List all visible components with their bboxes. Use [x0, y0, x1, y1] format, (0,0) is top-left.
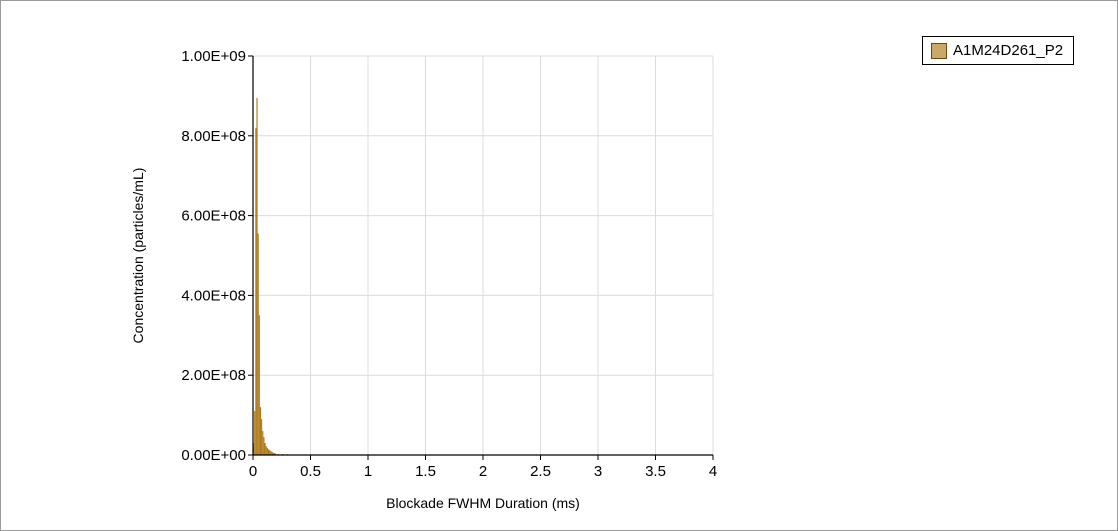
y-tick-label: 0.00E+00: [181, 447, 246, 464]
histogram-bar: [274, 453, 276, 455]
x-tick-labels: 0 0.5 1 1.5 2 2.5 3 3.5 4: [249, 463, 717, 480]
legend-swatch: [931, 42, 947, 59]
x-tick-label: 1: [364, 463, 372, 480]
histogram-bar: [261, 419, 263, 455]
y-tick-label: 1.00E+09: [181, 48, 246, 65]
histogram-bar: [270, 451, 272, 455]
histogram-bar: [259, 407, 262, 455]
histogram-bar: [254, 411, 256, 455]
histogram-bar: [263, 437, 265, 455]
histogram-bar: [256, 97, 258, 455]
histogram-bar: [257, 233, 259, 455]
histogram-bar: [264, 443, 266, 455]
x-tick-label: 0: [249, 463, 257, 480]
bars: [253, 97, 294, 455]
histogram-bar: [272, 452, 274, 455]
histogram-bar: [267, 449, 270, 455]
histogram-bar: [258, 315, 260, 455]
x-tick-label: 3.5: [645, 463, 666, 480]
histogram-bar: [262, 431, 264, 455]
legend: A1M24D261_P2: [922, 36, 1075, 65]
x-tick-label: 1.5: [415, 463, 436, 480]
y-axis-title: Concentration (particles/mL): [130, 168, 146, 344]
histogram-bar: [269, 450, 271, 455]
y-tick-label: 6.00E+08: [181, 208, 246, 225]
histogram-bar: [265, 446, 267, 455]
y-tick-label: 8.00E+08: [181, 128, 246, 145]
y-tick-label: 4.00E+08: [181, 287, 246, 304]
legend-label: A1M24D261_P2: [953, 42, 1064, 59]
x-tick-label: 2.5: [530, 463, 551, 480]
x-tick-label: 4: [709, 463, 717, 480]
x-tick-label: 0.5: [300, 463, 321, 480]
axes: [248, 55, 714, 460]
gridlines: [253, 55, 714, 455]
x-tick-label: 3: [594, 463, 602, 480]
x-axis-title: Blockade FWHM Duration (ms): [386, 495, 580, 511]
histogram-bar: [266, 447, 268, 455]
histogram-bar: [273, 453, 275, 455]
y-tick-labels: 0.00E+00 2.00E+08 4.00E+08 6.00E+08 8.00E+08…: [181, 48, 246, 464]
histogram-bar: [255, 127, 257, 455]
y-tick-label: 2.00E+08: [181, 367, 246, 384]
histogram-bar: [271, 451, 273, 455]
x-tick-label: 2: [479, 463, 487, 480]
